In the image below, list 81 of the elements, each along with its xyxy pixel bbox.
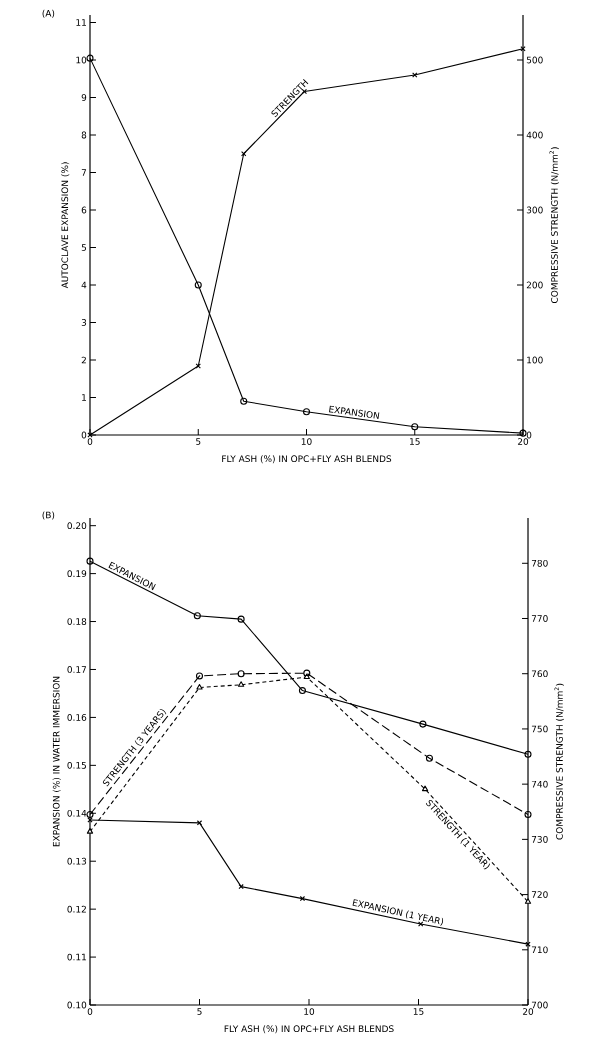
y-tick-label: 0.15 xyxy=(67,761,87,769)
text: EXPANSION xyxy=(329,405,380,420)
point xyxy=(195,672,204,680)
y-tick-label: 0.13 xyxy=(67,857,87,865)
point xyxy=(298,687,306,695)
y-tick-label: 6 xyxy=(81,206,87,214)
x-tick-label: 10 xyxy=(304,1008,315,1015)
x-tick-label: 20 xyxy=(517,438,529,445)
y2-tick-label: 760 xyxy=(531,670,548,678)
y-tick-label: 9 xyxy=(81,94,87,101)
x-axis-title: FLY ASH (%) IN OPC+FLY ASH BLENDS xyxy=(222,455,392,464)
y-tick-label: 0.12 xyxy=(67,905,86,913)
point xyxy=(524,810,532,819)
point xyxy=(411,423,419,431)
point xyxy=(194,281,202,289)
point xyxy=(237,681,245,687)
x-tick-label: 5 xyxy=(197,1008,202,1015)
y-tick-label: 0.19 xyxy=(67,570,87,577)
y2-tick-label: 0 xyxy=(526,431,532,439)
y-tick-label: 0.20 xyxy=(67,522,87,530)
point xyxy=(241,151,247,157)
y-axis-title: AUTOCLAVE EXPANSION (%) xyxy=(61,162,70,289)
x-axis-title: FLY ASH (%) IN OPC+FLY ASH BLENDS xyxy=(224,1025,394,1034)
y-tick-label: 0.16 xyxy=(67,714,87,721)
point xyxy=(86,810,94,819)
y2-tick-label: 780 xyxy=(531,559,548,567)
point xyxy=(196,820,203,826)
y-tick-label: 0.10 xyxy=(67,1001,87,1009)
point xyxy=(419,720,427,728)
y2-tick-label: 740 xyxy=(531,780,548,788)
y2-tick-label: 720 xyxy=(531,891,548,898)
chart-title: (A) xyxy=(42,9,55,18)
x-tick-label: 15 xyxy=(413,1008,424,1015)
point xyxy=(238,883,244,890)
y2-tick-label: 750 xyxy=(531,725,548,733)
y-tick-label: 7 xyxy=(81,169,87,176)
x-tick-label: 20 xyxy=(522,1008,534,1015)
x-tick-label: 10 xyxy=(301,438,312,445)
point xyxy=(237,670,245,678)
y2-tick-label: 200 xyxy=(526,281,543,289)
x-tick-label: 15 xyxy=(410,438,420,445)
y-tick-label: 1 xyxy=(82,394,86,401)
y2-tick-label: 500 xyxy=(526,56,543,64)
y2-tick-label: 300 xyxy=(526,206,543,214)
y2-tick-label: 770 xyxy=(531,615,548,622)
point xyxy=(303,673,310,680)
y-tick-label: 11 xyxy=(76,19,86,26)
point xyxy=(240,397,248,405)
y2-tick-label: 730 xyxy=(531,835,548,843)
x-tick-label: 0 xyxy=(87,1008,93,1015)
y-tick-label: 5 xyxy=(81,244,87,251)
point xyxy=(299,895,306,902)
y2-tick-label: 700 xyxy=(531,1001,548,1009)
y-tick-label: 0.17 xyxy=(67,666,87,673)
y2-axis-title: COMPRESSIVE STRENGTH (N/mm$^{2}$) xyxy=(554,683,564,840)
y-tick-label: 0.14 xyxy=(67,809,87,817)
y-tick-label: 0.11 xyxy=(67,953,86,961)
y2-tick-label: 400 xyxy=(526,131,543,139)
x-tick-label: 0 xyxy=(87,438,93,445)
y-tick-label: 10 xyxy=(76,56,87,64)
y-tick-label: 3 xyxy=(81,319,87,326)
y-tick-label: 2 xyxy=(81,356,86,364)
chart-title: (B) xyxy=(42,511,55,520)
point xyxy=(303,669,311,677)
point xyxy=(412,72,418,78)
point xyxy=(237,615,245,623)
y-tick-label: 0 xyxy=(81,431,87,439)
point xyxy=(302,408,311,416)
point xyxy=(195,363,201,369)
y-tick-label: 4 xyxy=(81,281,87,289)
y-tick-label: 8 xyxy=(81,131,87,139)
y2-tick-label: 710 xyxy=(531,946,548,954)
x-tick-label: 5 xyxy=(196,438,201,445)
point xyxy=(193,612,201,620)
y2-tick-label: 100 xyxy=(527,356,543,364)
y-axis-title: EXPANSION (%) IN WATER IMMERSION xyxy=(52,676,61,847)
y2-axis-title: COMPRESSIVE STRENGTH (N/mm$^{2}$) xyxy=(549,147,559,303)
point xyxy=(425,754,433,762)
point xyxy=(196,683,203,690)
point xyxy=(421,785,429,792)
y-tick-label: 0.18 xyxy=(67,618,87,625)
